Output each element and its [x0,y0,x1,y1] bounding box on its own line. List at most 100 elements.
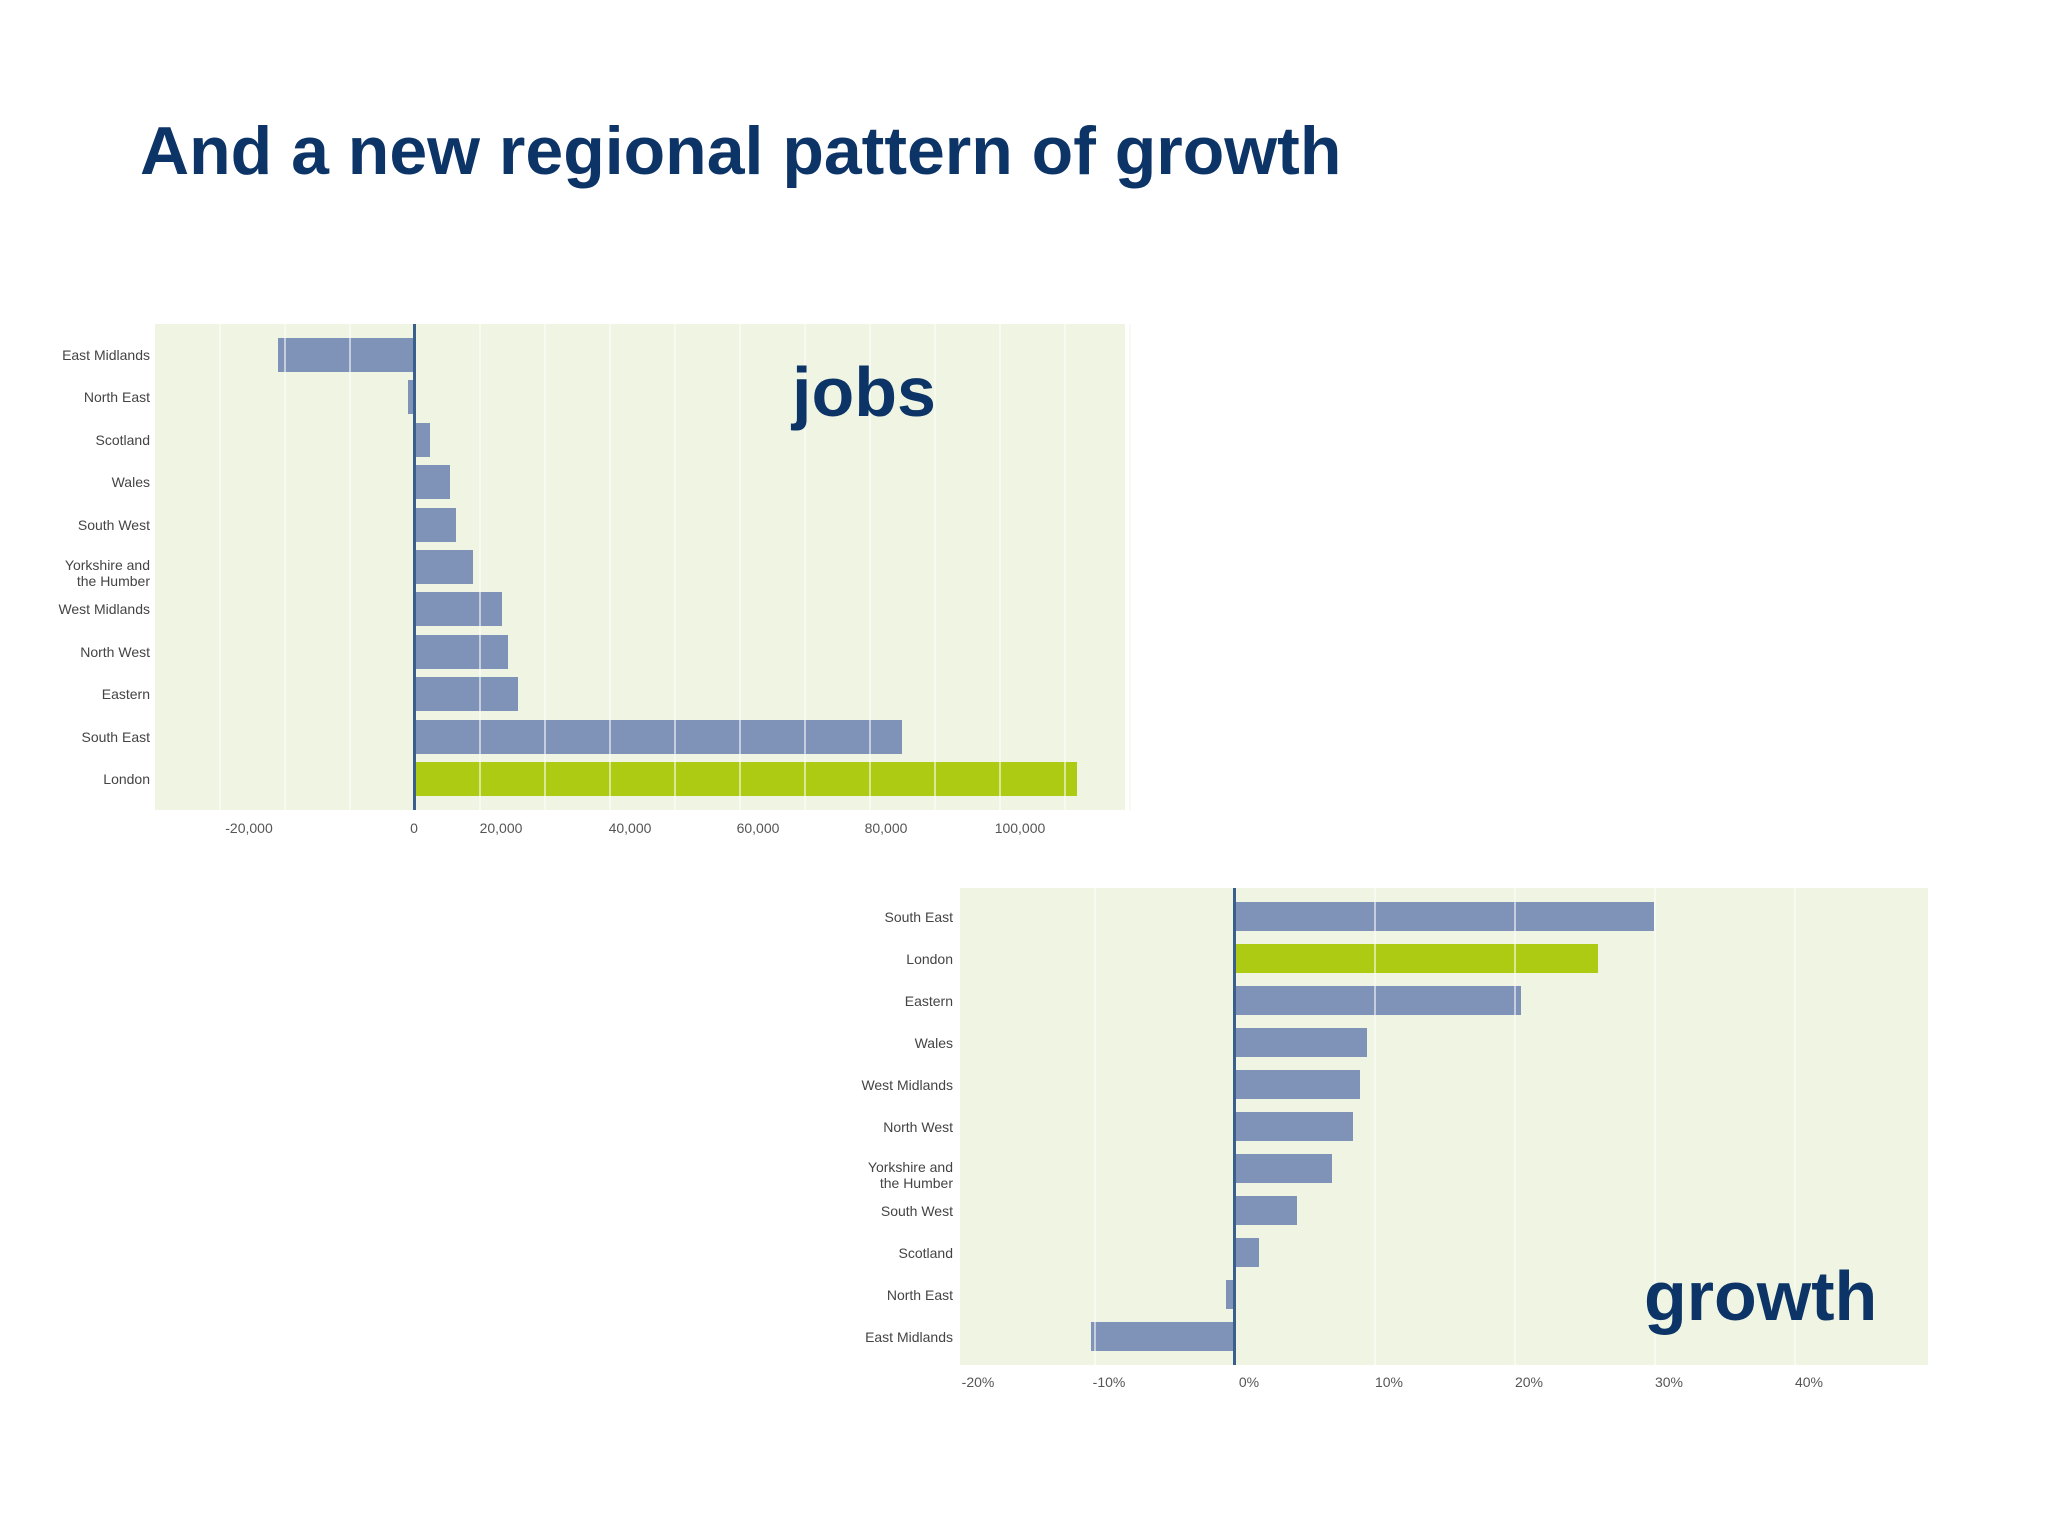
gridline [609,324,611,810]
growth-annotation: growth [1644,1257,1878,1335]
bar-grid-segment [544,762,546,796]
bar-north-west [1234,1112,1353,1141]
y-axis-label: East Midlands [865,1328,953,1345]
bar-grid-segment [1374,986,1376,1015]
bar-north-east [1225,1280,1234,1309]
gridline [804,324,806,810]
y-axis-label: North East [83,389,150,406]
gridline [1374,888,1376,1365]
bar-south-west [414,507,457,542]
jobs-bar-chart: jobs East Midlands North East Scotland Wale… [0,0,1200,880]
bar-grid-segment [609,762,611,796]
x-axis-tick-label: 0% [1238,1374,1260,1390]
bar-eastern [1234,986,1521,1015]
bar-grid-segment [1374,902,1376,931]
x-axis-tick-label: -20% [961,1374,995,1390]
bar-london [414,762,1077,796]
gridline [1514,888,1516,1365]
y-axis-label: Yorkshire and the Humber [867,1158,953,1191]
bar-grid-segment [479,592,481,627]
bar-grid-segment [479,719,481,754]
bar-scotland [1234,1238,1260,1267]
jobs-annotation: jobs [792,353,936,431]
y-axis-label: South West [77,516,150,533]
gridline [349,324,351,810]
bar-wales [1234,1028,1367,1057]
bar-north-west [414,634,509,669]
gridline [479,324,481,810]
y-axis-label: London [103,771,150,787]
bar-north-east [407,380,414,415]
bar-east-midlands [277,338,414,372]
zero-axis-line [1233,888,1236,1365]
y-axis-label: Eastern [904,992,953,1009]
bar-grid-segment [609,719,611,754]
bar-yorkshire-and-the-humber [1234,1154,1332,1183]
y-axis-label: West Midlands [58,601,150,618]
x-axis-tick-label: 20% [1514,1374,1544,1390]
gridline [674,324,676,810]
y-axis-label: Scotland [898,1244,953,1261]
bar-scotland [414,422,431,457]
x-axis-tick-label: 20,000 [479,820,523,836]
bar-grid-segment [284,338,286,372]
x-axis-tick-label: 100,000 [994,820,1046,836]
bar-grid-segment [1514,944,1516,973]
gridline [739,324,741,810]
bar-grid-segment [804,762,806,796]
bar-grid-segment [1093,1322,1096,1351]
gridline [1794,888,1796,1365]
bar-grid-segment [1514,902,1516,931]
x-axis-tick-label: 30% [1654,1374,1684,1390]
x-axis-tick-label: 40% [1794,1374,1824,1390]
y-axis-label: West Midlands [861,1076,953,1093]
bar-grid-segment [999,762,1001,796]
bar-grid-segment [544,719,546,754]
bar-grid-segment [739,762,741,796]
bar-south-west [1234,1196,1297,1225]
y-axis-label: North East [886,1286,953,1303]
gridline [1094,888,1096,1365]
bar-south-east [414,719,902,754]
x-axis-tick-label: 60,000 [736,820,780,836]
gridline [1654,888,1656,1365]
x-axis-tick-label: -10% [1092,1374,1126,1390]
jobs-plot-area [155,324,1131,810]
x-axis-tick-label: 10% [1374,1374,1404,1390]
bar-grid-segment [674,719,676,754]
x-axis-tick-label: 0 [410,820,418,836]
bar-grid-segment [1514,986,1516,1015]
bar-grid-segment [479,762,481,796]
y-axis-label: London [906,950,953,967]
bar-grid-segment [479,677,481,712]
x-axis-tick-label: 80,000 [864,820,908,836]
bar-eastern [414,677,518,712]
bar-grid-segment [1374,944,1376,973]
gridline [934,324,936,810]
zero-axis-line [413,324,416,810]
y-axis-label: North West [80,643,150,660]
y-axis-label: Scotland [95,431,150,448]
gridline [869,324,871,810]
x-axis-tick-label: 40,000 [608,820,652,836]
bar-grid-segment [869,719,871,754]
y-axis-label: North West [883,1118,953,1135]
slide-title: And a new regional pattern of growth [140,113,1342,189]
bar-grid-segment [1064,762,1066,796]
bar-west-midlands [1234,1070,1360,1099]
gridline [284,324,286,810]
bar-grid-segment [934,762,936,796]
growth-plot-area [960,888,1928,1365]
y-axis-label: Wales [914,1034,953,1051]
bar-grid-segment [349,338,351,372]
gridline [219,324,221,810]
bar-grid-segment [479,634,481,669]
bar-east-midlands [1091,1322,1234,1351]
bar-yorkshire-and-the-humber [414,550,473,584]
bar-london [1234,944,1598,973]
y-axis-label: South East [81,728,151,745]
x-axis-tick-label: -20,000 [225,820,273,836]
y-axis-label: East Midlands [62,347,150,363]
y-axis-label: Eastern [101,686,150,703]
